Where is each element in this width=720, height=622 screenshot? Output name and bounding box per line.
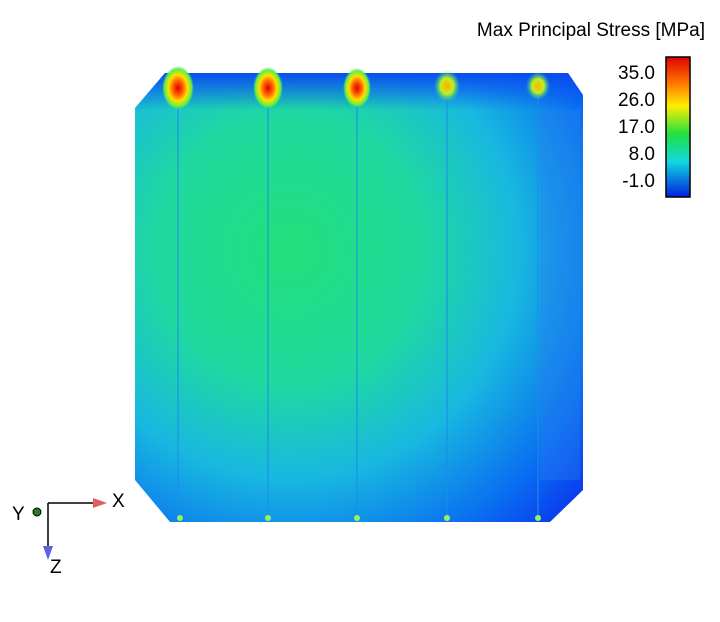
y-label: Y bbox=[12, 504, 25, 525]
tick-label: 8.0 bbox=[629, 144, 655, 165]
z-label: Z bbox=[50, 557, 62, 578]
tick-label: 26.0 bbox=[618, 90, 655, 111]
colorbar bbox=[665, 56, 691, 198]
tick-label: -1.0 bbox=[622, 171, 655, 192]
legend-title: Max Principal Stress [MPa] bbox=[477, 20, 705, 41]
axis-triad: X Y Z bbox=[12, 491, 125, 578]
colorbar-ticks: 35.0 26.0 17.0 8.0 -1.0 bbox=[618, 63, 655, 192]
x-label: X bbox=[112, 491, 125, 512]
tick-label: 35.0 bbox=[618, 63, 655, 84]
plate bbox=[135, 66, 583, 522]
tick-label: 17.0 bbox=[618, 117, 655, 138]
